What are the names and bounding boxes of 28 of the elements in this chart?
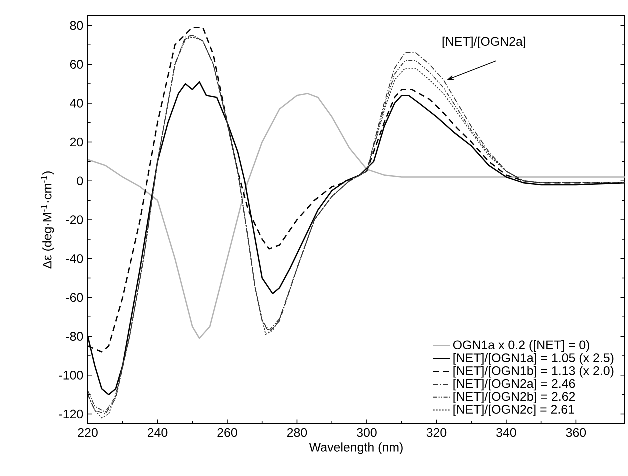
legend-label: [NET]/[OGN2b] = 2.62 <box>454 392 576 404</box>
y-tick-label: -20 <box>66 216 84 224</box>
y-tick-label: -120 <box>59 410 84 419</box>
y-tick-label: -100 <box>59 371 84 380</box>
y-tick-label: 20 <box>70 138 84 147</box>
x-tick-label: 300 <box>357 428 377 438</box>
x-tick-label: 360 <box>566 428 586 438</box>
legend-label: [NET]/[OGN2c] = 2.61 <box>454 404 574 416</box>
y-tick-label: 40 <box>70 99 84 108</box>
y-tick-label: 80 <box>70 21 84 30</box>
y-tick-label: -60 <box>66 293 84 302</box>
y-tick-label: 0 <box>77 176 84 186</box>
x-tick-label: 320 <box>426 428 447 438</box>
y-tick-label: -80 <box>66 332 84 341</box>
x-tick-label: 340 <box>496 428 516 438</box>
y-tick-label: 60 <box>70 60 84 69</box>
legend-label: [NET]/[OGN1b] = 1.13 (x 2.0) <box>454 366 614 378</box>
legend-label: [NET]/[OGN2a] = 2.46 <box>454 379 576 391</box>
legend-label: [NET]/[OGN1a] = 1.05 (x 2.5) <box>454 353 614 365</box>
y-axis-title: Δε (deg·M$^{-1}$·cm$^{-1}$) <box>41 172 54 269</box>
annotation: [NET]/[OGN2a] <box>442 36 526 49</box>
legend-label: OGN1a x 0.2 ([NET] = 0) <box>453 340 590 352</box>
y-tick-label: -40 <box>66 254 84 264</box>
x-tick-label: 240 <box>148 428 168 438</box>
x-tick-label: 260 <box>218 428 238 438</box>
x-axis-title: Wavelength (nm) <box>309 442 403 454</box>
x-tick-label: 280 <box>287 428 308 438</box>
x-tick-label: 220 <box>78 428 98 438</box>
